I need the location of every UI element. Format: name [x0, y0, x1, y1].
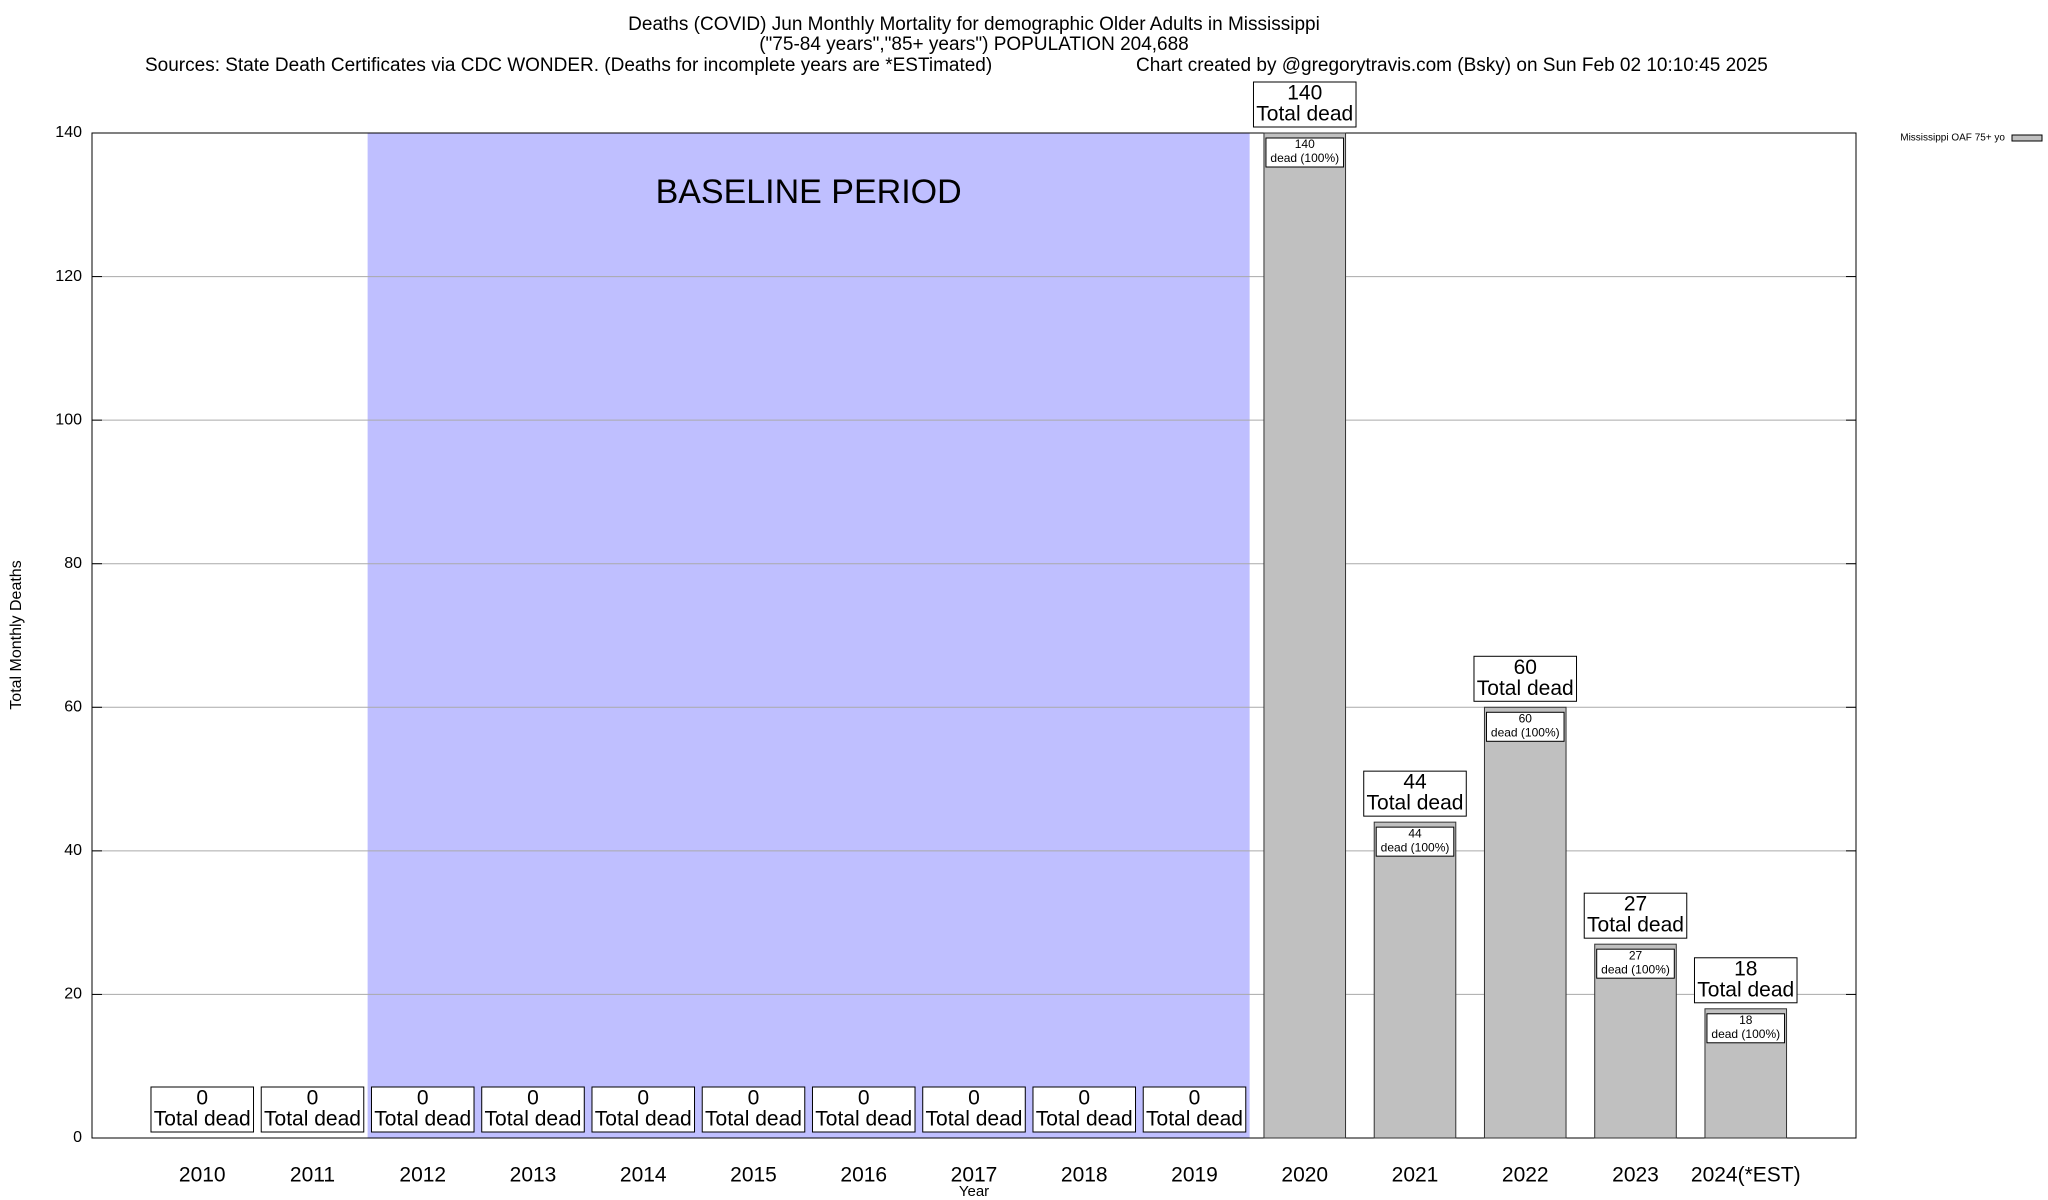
x-tick-label: 2020: [1281, 1164, 1328, 1187]
value-label: 0: [858, 1087, 870, 1110]
x-axis-label: Year: [959, 1183, 989, 1200]
total-label: Total dead: [1256, 103, 1353, 126]
y-tick-label: 100: [55, 411, 82, 428]
chart-subtitle: ("75-84 years","85+ years") POPULATION 2…: [759, 34, 1189, 55]
inner-label-box: [1265, 137, 1345, 168]
x-tick-label: 2024(*EST): [1691, 1164, 1801, 1187]
inner-value-label: 140: [1295, 137, 1315, 151]
value-label: 0: [1189, 1087, 1201, 1110]
inner-value-label: 60: [1519, 711, 1533, 725]
y-axis-label: Total Monthly Deaths: [8, 560, 25, 709]
total-label: Total dead: [154, 1108, 251, 1131]
total-label-box: [1252, 81, 1357, 128]
value-label: 44: [1403, 771, 1427, 794]
total-label-box: [1693, 957, 1798, 1004]
total-label: Total dead: [815, 1108, 912, 1131]
inner-label-box: [1706, 1013, 1786, 1044]
value-label: 0: [307, 1087, 319, 1110]
x-tick-label: 2014: [620, 1164, 667, 1187]
value-label: 0: [1078, 1087, 1090, 1110]
value-label: 0: [748, 1087, 760, 1110]
y-tick-label: 60: [64, 699, 82, 716]
total-label: Total dead: [1367, 792, 1464, 815]
inner-share-label: dead (100%): [1381, 840, 1450, 854]
value-label: 60: [1514, 656, 1537, 679]
x-tick-label: 2017: [951, 1164, 998, 1187]
x-tick-label: 2023: [1612, 1164, 1659, 1187]
value-label: 0: [417, 1087, 429, 1110]
baseline-shade: [367, 133, 1250, 1138]
x-tick-label: 2010: [179, 1164, 226, 1187]
chart-source: Sources: State Death Certificates via CD…: [145, 55, 992, 76]
inner-value-label: 18: [1739, 1013, 1753, 1027]
chart-title: Deaths (COVID) Jun Monthly Mortality for…: [628, 14, 1320, 35]
total-label: Total dead: [926, 1108, 1023, 1131]
y-tick-label: 0: [73, 1129, 82, 1146]
bar: [1373, 821, 1457, 1139]
total-label-box: [591, 1086, 696, 1133]
value-label: 27: [1624, 893, 1647, 916]
total-label: Total dead: [1146, 1108, 1243, 1131]
x-tick-label: 2012: [399, 1164, 446, 1187]
value-label: 0: [637, 1087, 649, 1110]
y-tick-label: 140: [55, 124, 82, 141]
y-tick-label: 120: [55, 268, 82, 285]
total-label-box: [922, 1086, 1026, 1133]
total-label: Total dead: [1036, 1108, 1133, 1131]
total-label: Total dead: [264, 1108, 361, 1131]
legend-label: Mississippi OAF 75+ yo: [1900, 133, 2005, 144]
bar: [1483, 706, 1567, 1139]
x-tick-label: 2018: [1061, 1164, 1108, 1187]
total-label: Total dead: [1477, 677, 1574, 700]
legend-swatch: [2011, 134, 2043, 142]
inner-share-label: dead (100%): [1270, 151, 1339, 165]
total-label-box: [260, 1086, 365, 1133]
x-tick-label: 2021: [1392, 1164, 1439, 1187]
total-label-box: [701, 1086, 806, 1133]
inner-value-label: 27: [1629, 948, 1643, 962]
inner-value-label: 44: [1408, 826, 1422, 840]
chart-credit: Chart created by @gregorytravis.com (Bsk…: [1136, 55, 1768, 76]
total-label: Total dead: [595, 1108, 692, 1131]
value-label: 140: [1287, 82, 1322, 105]
x-tick-label: 2013: [510, 1164, 557, 1187]
inner-label-box: [1375, 826, 1455, 857]
total-label: Total dead: [485, 1108, 582, 1131]
plot-frame: [91, 132, 1857, 1139]
total-label-box: [811, 1086, 916, 1133]
total-label-box: [150, 1086, 255, 1133]
total-label-box: [1583, 892, 1688, 939]
total-label-box: [481, 1086, 585, 1133]
total-label-box: [370, 1086, 475, 1133]
value-label: 0: [196, 1087, 208, 1110]
y-tick-label: 40: [64, 842, 82, 859]
total-label: Total dead: [1587, 914, 1684, 937]
inner-share-label: dead (100%): [1491, 725, 1560, 739]
inner-label-box: [1596, 948, 1675, 979]
total-label: Total dead: [1697, 978, 1794, 1001]
x-tick-label: 2016: [840, 1164, 887, 1187]
value-label: 0: [968, 1087, 980, 1110]
y-tick-label: 20: [64, 986, 82, 1003]
bar: [1263, 132, 1347, 1139]
total-label-box: [1363, 770, 1467, 817]
x-tick-label: 2022: [1502, 1164, 1549, 1187]
x-tick-label: 2015: [730, 1164, 777, 1187]
inner-share-label: dead (100%): [1711, 1027, 1780, 1041]
value-label: 18: [1734, 957, 1757, 980]
y-tick-label: 80: [64, 555, 82, 572]
total-label: Total dead: [374, 1108, 471, 1131]
inner-share-label: dead (100%): [1601, 962, 1670, 976]
total-label: Total dead: [705, 1108, 802, 1131]
baseline-annotation: BASELINE PERIOD: [656, 173, 962, 211]
value-label: 0: [527, 1087, 539, 1110]
inner-label-box: [1485, 711, 1565, 742]
total-label-box: [1473, 655, 1578, 702]
total-label-box: [1032, 1086, 1137, 1133]
x-tick-label: 2019: [1171, 1164, 1218, 1187]
x-tick-label: 2011: [290, 1164, 335, 1187]
total-label-box: [1142, 1086, 1247, 1133]
